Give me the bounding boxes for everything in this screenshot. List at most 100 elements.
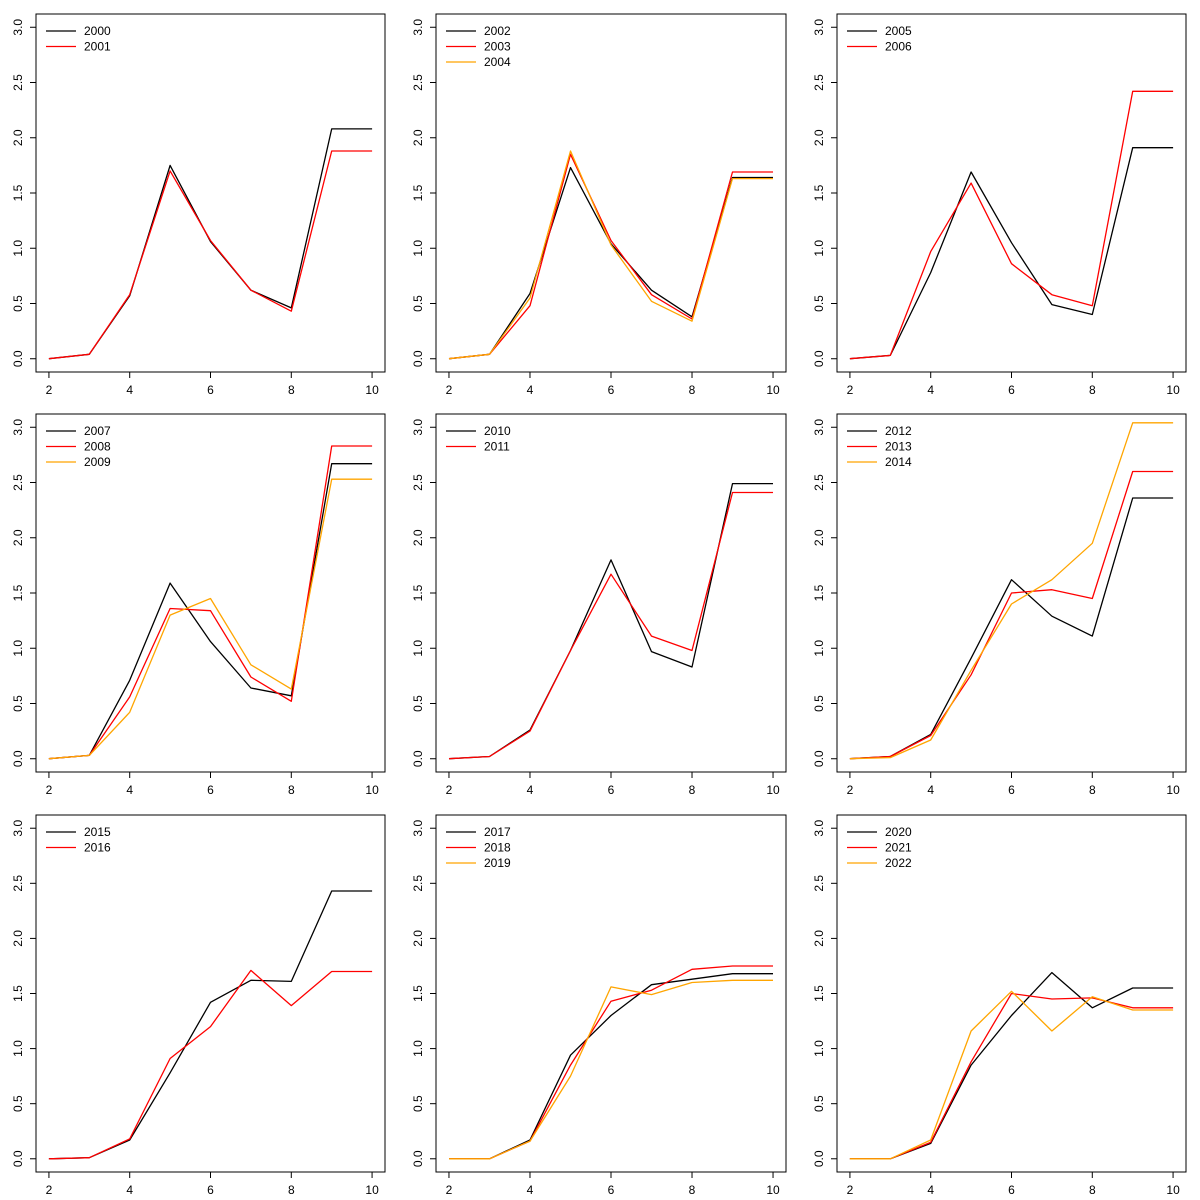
y-tick-label: 2.0 [812, 930, 826, 947]
legend-label: 2011 [484, 440, 510, 454]
series-line-2022 [849, 990, 1174, 1160]
x-axis: 2 4 6 8 10 [46, 372, 379, 397]
x-tick-label: 4 [126, 383, 133, 397]
y-tick-label: 2.5 [812, 875, 826, 892]
legend-label: 2003 [484, 40, 511, 54]
x-tick-label: 4 [527, 1183, 534, 1197]
legend-label: 2001 [84, 40, 111, 54]
x-tick-label: 6 [1008, 1183, 1015, 1197]
y-axis: 0.0 0.5 1.0 1.5 2.0 2.5 3.0 [812, 820, 837, 1167]
y-tick-label: 0.5 [11, 295, 25, 312]
plot-frame [35, 814, 386, 1173]
series-line-2003 [448, 153, 773, 360]
y-tick-label: 2.0 [11, 129, 25, 146]
y-tick-label: 0.0 [411, 1150, 425, 1167]
x-tick-label: 10 [766, 1183, 780, 1197]
x-axis: 2 4 6 8 10 [847, 772, 1180, 797]
y-tick-label: 0.5 [411, 295, 425, 312]
series-line-2011 [448, 491, 773, 760]
y-tick-label: 1.5 [812, 584, 826, 601]
series-line-2004 [448, 150, 773, 360]
x-tick-label: 6 [207, 1183, 214, 1197]
y-tick-label: 3.0 [11, 820, 25, 837]
y-tick-label: 1.0 [812, 640, 826, 657]
series-line-2007 [48, 463, 373, 760]
y-tick-label: 1.0 [11, 640, 25, 657]
legend-label: 2006 [885, 40, 912, 54]
legend-label: 2002 [484, 24, 511, 38]
y-tick-label: 1.0 [411, 240, 425, 257]
y-tick-label: 2.5 [11, 875, 25, 892]
y-tick-label: 3.0 [812, 820, 826, 837]
y-tick-label: 0.0 [411, 350, 425, 367]
x-tick-label: 2 [446, 383, 453, 397]
y-tick-label: 2.0 [411, 930, 425, 947]
x-tick-label: 10 [766, 383, 780, 397]
y-tick-label: 1.5 [411, 584, 425, 601]
y-axis: 0.0 0.5 1.0 1.5 2.0 2.5 3.0 [812, 19, 837, 367]
y-tick-label: 0.5 [411, 695, 425, 712]
x-tick-label: 10 [1166, 383, 1180, 397]
y-tick-label: 1.5 [11, 184, 25, 201]
legend-label: 2010 [484, 424, 511, 438]
x-tick-label: 2 [446, 783, 453, 797]
y-tick-label: 2.0 [812, 529, 826, 546]
y-tick-label: 2.0 [11, 930, 25, 947]
chart-panel-5: 2 4 6 8 10 0.0 0.5 1.0 1.5 2.0 2.5 3.0 2010 2011 [411, 413, 787, 797]
x-tick-label: 8 [689, 1183, 696, 1197]
x-tick-label: 4 [126, 1183, 133, 1197]
y-axis: 0.0 0.5 1.0 1.5 2.0 2.5 3.0 [11, 820, 36, 1167]
x-tick-label: 2 [847, 783, 854, 797]
x-tick-label: 8 [689, 383, 696, 397]
x-tick-label: 8 [1089, 1183, 1096, 1197]
y-tick-label: 0.5 [411, 1095, 425, 1112]
legend-label: 2005 [885, 24, 912, 38]
y-tick-label: 3.0 [411, 419, 425, 436]
y-tick-label: 0.0 [11, 750, 25, 767]
series-line-2000 [48, 128, 373, 360]
legend-label: 2018 [484, 841, 511, 855]
x-tick-label: 2 [46, 783, 53, 797]
series-line-2009 [48, 478, 373, 760]
y-axis: 0.0 0.5 1.0 1.5 2.0 2.5 3.0 [812, 419, 837, 767]
x-tick-label: 10 [1166, 783, 1180, 797]
y-tick-label: 1.0 [812, 1040, 826, 1057]
x-tick-label: 2 [46, 383, 53, 397]
y-tick-label: 2.0 [812, 129, 826, 146]
y-tick-label: 0.0 [11, 350, 25, 367]
y-axis: 0.0 0.5 1.0 1.5 2.0 2.5 3.0 [411, 820, 436, 1167]
y-tick-label: 1.0 [411, 1040, 425, 1057]
y-tick-label: 1.0 [411, 640, 425, 657]
x-tick-label: 4 [927, 1183, 934, 1197]
series-line-2014 [849, 422, 1174, 760]
legend-label: 2000 [84, 24, 111, 38]
x-axis: 2 4 6 8 10 [446, 1172, 780, 1197]
series-line-2015 [48, 890, 373, 1160]
legend: 2010 2011 [446, 424, 511, 454]
x-tick-label: 8 [288, 1183, 295, 1197]
x-tick-label: 4 [927, 783, 934, 797]
series-line-2020 [849, 971, 1174, 1160]
series-line-2016 [48, 969, 373, 1160]
y-tick-label: 2.0 [411, 129, 425, 146]
series-line-2012 [849, 497, 1174, 760]
x-tick-label: 6 [608, 1183, 615, 1197]
series-line-2001 [48, 150, 373, 360]
x-tick-label: 10 [365, 383, 379, 397]
y-tick-label: 2.5 [812, 474, 826, 491]
y-tick-label: 0.0 [812, 350, 826, 367]
legend-label: 2022 [885, 856, 912, 870]
x-tick-label: 6 [207, 383, 214, 397]
x-tick-label: 10 [1166, 1183, 1180, 1197]
y-tick-label: 3.0 [11, 19, 25, 36]
y-axis: 0.0 0.5 1.0 1.5 2.0 2.5 3.0 [11, 19, 36, 367]
y-tick-label: 2.5 [11, 474, 25, 491]
x-tick-label: 2 [46, 1183, 53, 1197]
y-tick-label: 0.0 [812, 1150, 826, 1167]
y-tick-label: 2.5 [812, 74, 826, 91]
